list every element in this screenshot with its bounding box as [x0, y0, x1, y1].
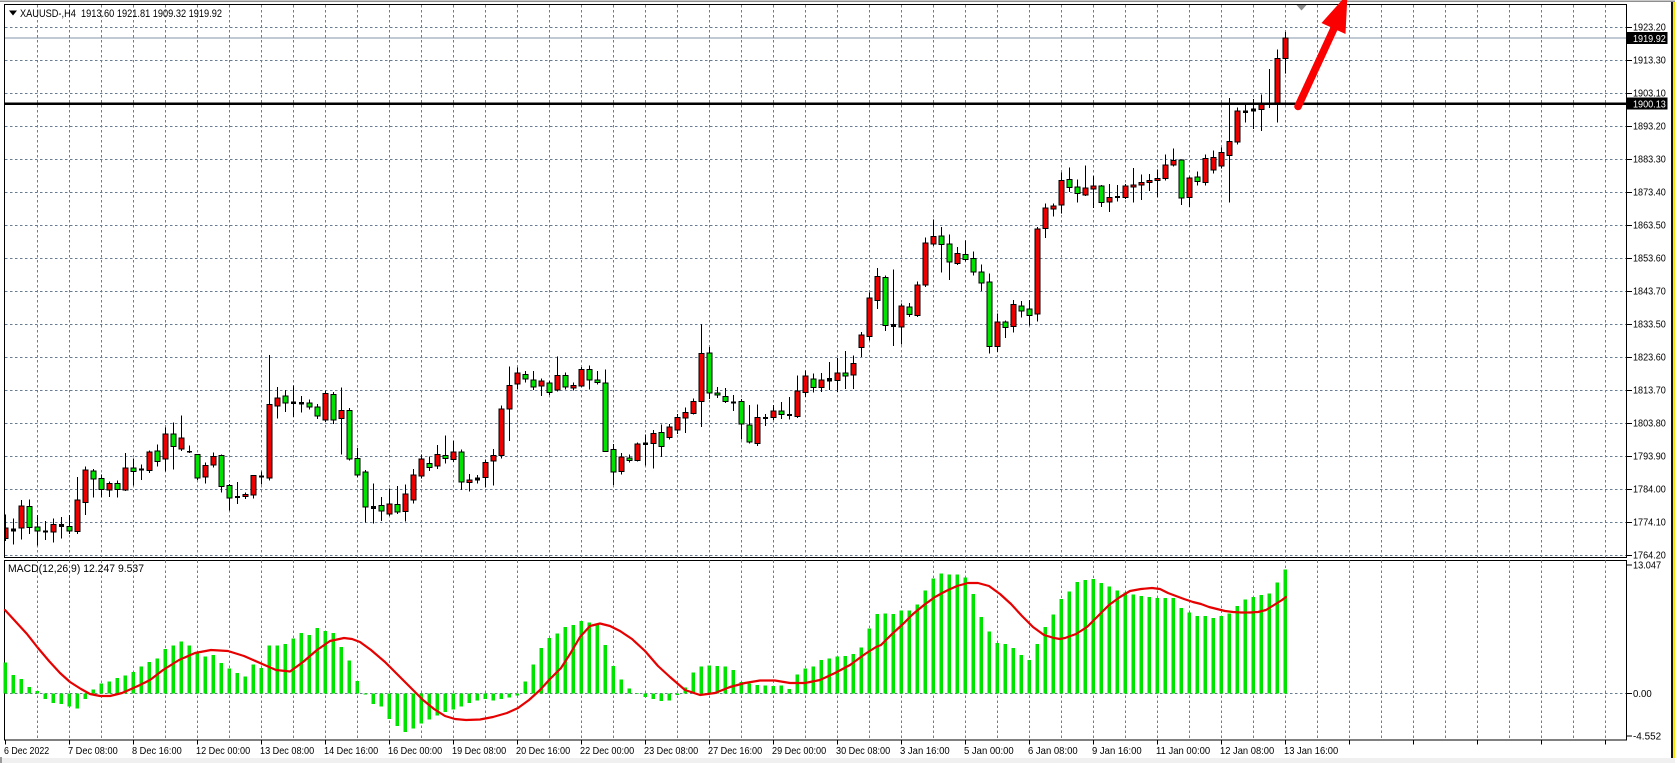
svg-text:16 Dec 00:00: 16 Dec 00:00	[388, 745, 442, 757]
svg-text:0.00: 0.00	[1633, 689, 1652, 700]
svg-text:1919.92: 1919.92	[1633, 34, 1666, 45]
svg-text:12 Jan 08:00: 12 Jan 08:00	[1220, 745, 1274, 757]
svg-text:19 Dec 08:00: 19 Dec 08:00	[452, 745, 506, 757]
svg-text:1784.00: 1784.00	[1633, 485, 1666, 496]
svg-text:9 Jan 16:00: 9 Jan 16:00	[1092, 745, 1142, 757]
svg-text:13 Jan 16:00: 13 Jan 16:00	[1284, 745, 1338, 757]
svg-text:1774.10: 1774.10	[1633, 518, 1666, 529]
svg-text:7 Dec 08:00: 7 Dec 08:00	[68, 745, 118, 757]
svg-text:13 Dec 08:00: 13 Dec 08:00	[260, 745, 314, 757]
svg-text:-4.552: -4.552	[1633, 732, 1662, 743]
svg-text:1833.50: 1833.50	[1633, 320, 1666, 331]
svg-text:1764.20: 1764.20	[1633, 551, 1666, 562]
svg-text:23 Dec 08:00: 23 Dec 08:00	[644, 745, 698, 757]
svg-text:1923.20: 1923.20	[1633, 23, 1666, 34]
svg-text:1903.10: 1903.10	[1633, 89, 1666, 100]
svg-text:6 Jan 08:00: 6 Jan 08:00	[1028, 745, 1078, 757]
svg-text:1873.40: 1873.40	[1633, 188, 1666, 199]
svg-text:8 Dec 16:00: 8 Dec 16:00	[132, 745, 182, 757]
svg-text:29 Dec 00:00: 29 Dec 00:00	[772, 745, 826, 757]
svg-text:27 Dec 16:00: 27 Dec 16:00	[708, 745, 762, 757]
svg-text:1853.60: 1853.60	[1633, 254, 1666, 265]
svg-text:12 Dec 00:00: 12 Dec 00:00	[196, 745, 250, 757]
svg-text:22 Dec 00:00: 22 Dec 00:00	[580, 745, 634, 757]
svg-text:1913.30: 1913.30	[1633, 56, 1666, 67]
svg-text:1813.70: 1813.70	[1633, 386, 1666, 397]
svg-text:1843.70: 1843.70	[1633, 287, 1666, 298]
svg-text:1900.13: 1900.13	[1633, 99, 1666, 110]
svg-text:20 Dec 16:00: 20 Dec 16:00	[516, 745, 570, 757]
svg-text:14 Dec 16:00: 14 Dec 16:00	[324, 745, 378, 757]
svg-text:1863.50: 1863.50	[1633, 221, 1666, 232]
svg-text:3 Jan 16:00: 3 Jan 16:00	[900, 745, 950, 757]
svg-text:5 Jan 00:00: 5 Jan 00:00	[964, 745, 1014, 757]
svg-text:MACD(12,26,9) 12.247 9.537: MACD(12,26,9) 12.247 9.537	[8, 563, 144, 575]
svg-text:13.047: 13.047	[1633, 561, 1661, 572]
svg-text:11 Jan 00:00: 11 Jan 00:00	[1156, 745, 1210, 757]
svg-text:1893.20: 1893.20	[1633, 122, 1666, 133]
svg-text:XAUUSD-,H4 1913.60 1921.81 19: XAUUSD-,H4 1913.60 1921.81 1909.32 1919.…	[20, 8, 222, 20]
svg-text:1823.60: 1823.60	[1633, 353, 1666, 364]
svg-text:1793.90: 1793.90	[1633, 452, 1666, 463]
svg-text:30 Dec 08:00: 30 Dec 08:00	[836, 745, 890, 757]
svg-text:6 Dec 2022: 6 Dec 2022	[4, 745, 49, 757]
svg-text:1803.80: 1803.80	[1633, 419, 1666, 430]
svg-text:1883.30: 1883.30	[1633, 155, 1666, 166]
